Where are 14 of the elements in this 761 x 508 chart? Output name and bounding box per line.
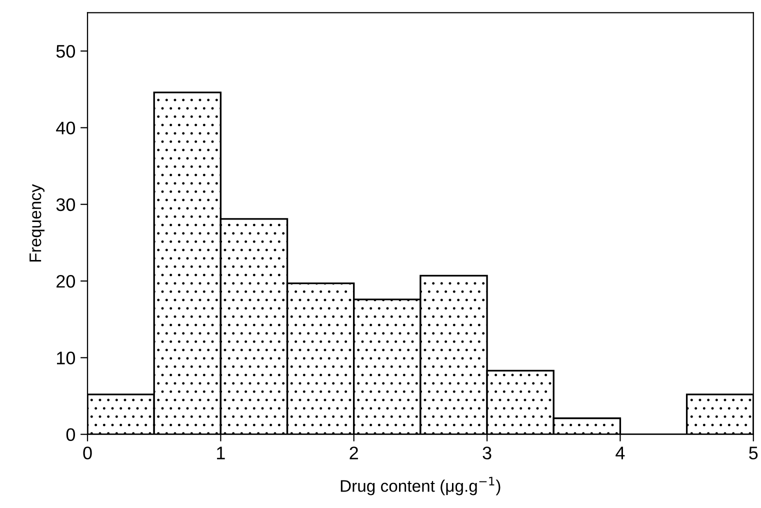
x-tick-label: 4 bbox=[616, 446, 625, 460]
x-axis-title: Drug content (μg.g$^{−1}$) bbox=[340, 476, 500, 496]
y-tick-label: 30 bbox=[56, 198, 76, 212]
y-tick-label: 0 bbox=[66, 428, 76, 442]
y-tick-label: 40 bbox=[56, 122, 76, 134]
x-tick-label: 5 bbox=[749, 446, 758, 460]
x-tick-label: 1 bbox=[217, 446, 225, 460]
x-tick-label: 3 bbox=[482, 446, 492, 460]
y-axis-title: Frequency bbox=[30, 184, 45, 262]
x-tick-label: 2 bbox=[350, 446, 358, 460]
x-tick-label: 0 bbox=[83, 446, 92, 460]
y-tick-label: 10 bbox=[57, 352, 76, 364]
y-tick-label: 20 bbox=[56, 274, 76, 288]
y-tick-label: 50 bbox=[56, 44, 76, 58]
